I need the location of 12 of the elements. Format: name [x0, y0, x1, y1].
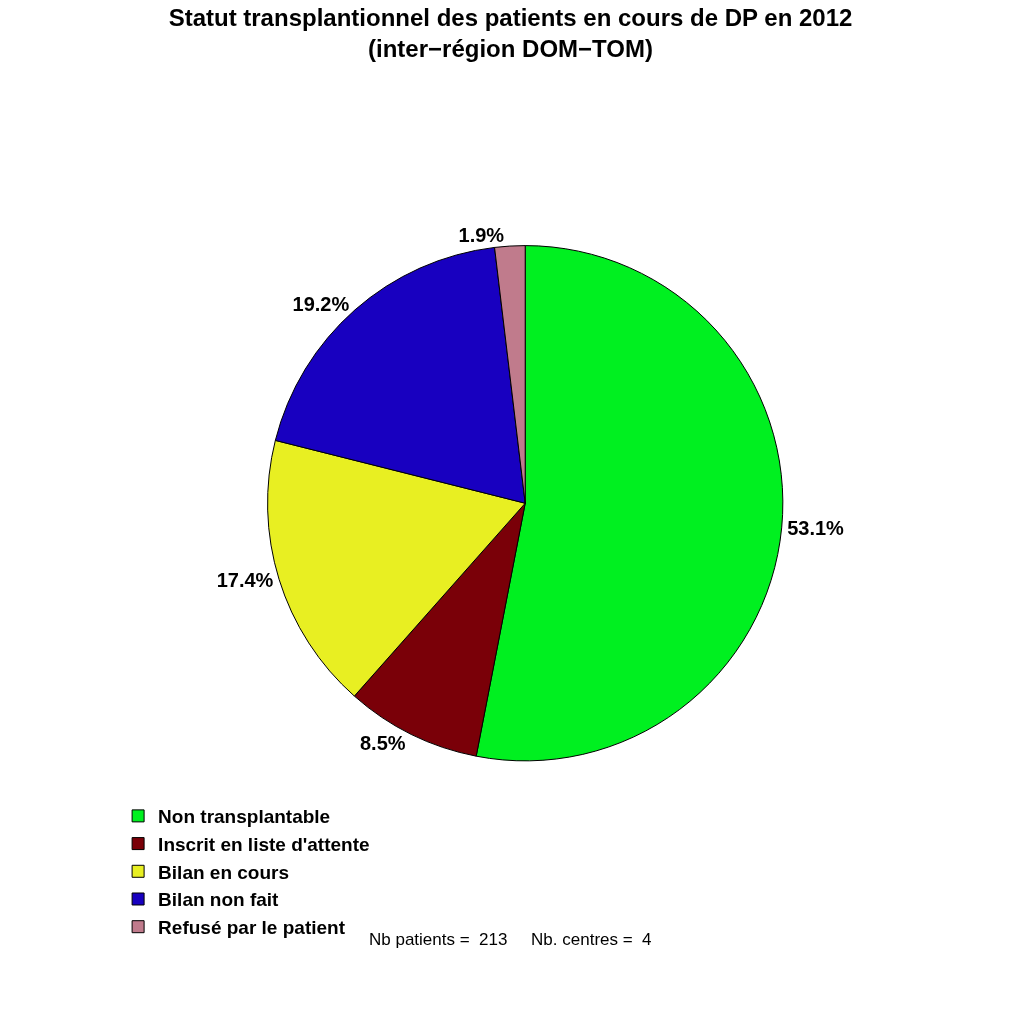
data-label: 53.1% — [787, 516, 845, 539]
legend-label: Bilan non fait — [158, 889, 280, 911]
data-label: 1.9% — [458, 224, 505, 247]
legend-label: Inscrit en liste d'attente — [158, 834, 370, 855]
legend-label: Non transplantable — [158, 806, 331, 828]
legend-label: Bilan en cours — [158, 861, 290, 883]
legend-label: Refusé par le patient — [158, 917, 346, 939]
data-label: 17.4% — [216, 569, 274, 592]
data-label: 19.2% — [292, 292, 350, 315]
chart-title: Statut transplantionnel des patients en cours de DP en 2012 (inter−région DOM−TOM) — [168, 3, 853, 63]
data-label: 8.5% — [359, 732, 406, 755]
text: Nb patients = 213 Nb. centres = 4 — [369, 930, 652, 949]
